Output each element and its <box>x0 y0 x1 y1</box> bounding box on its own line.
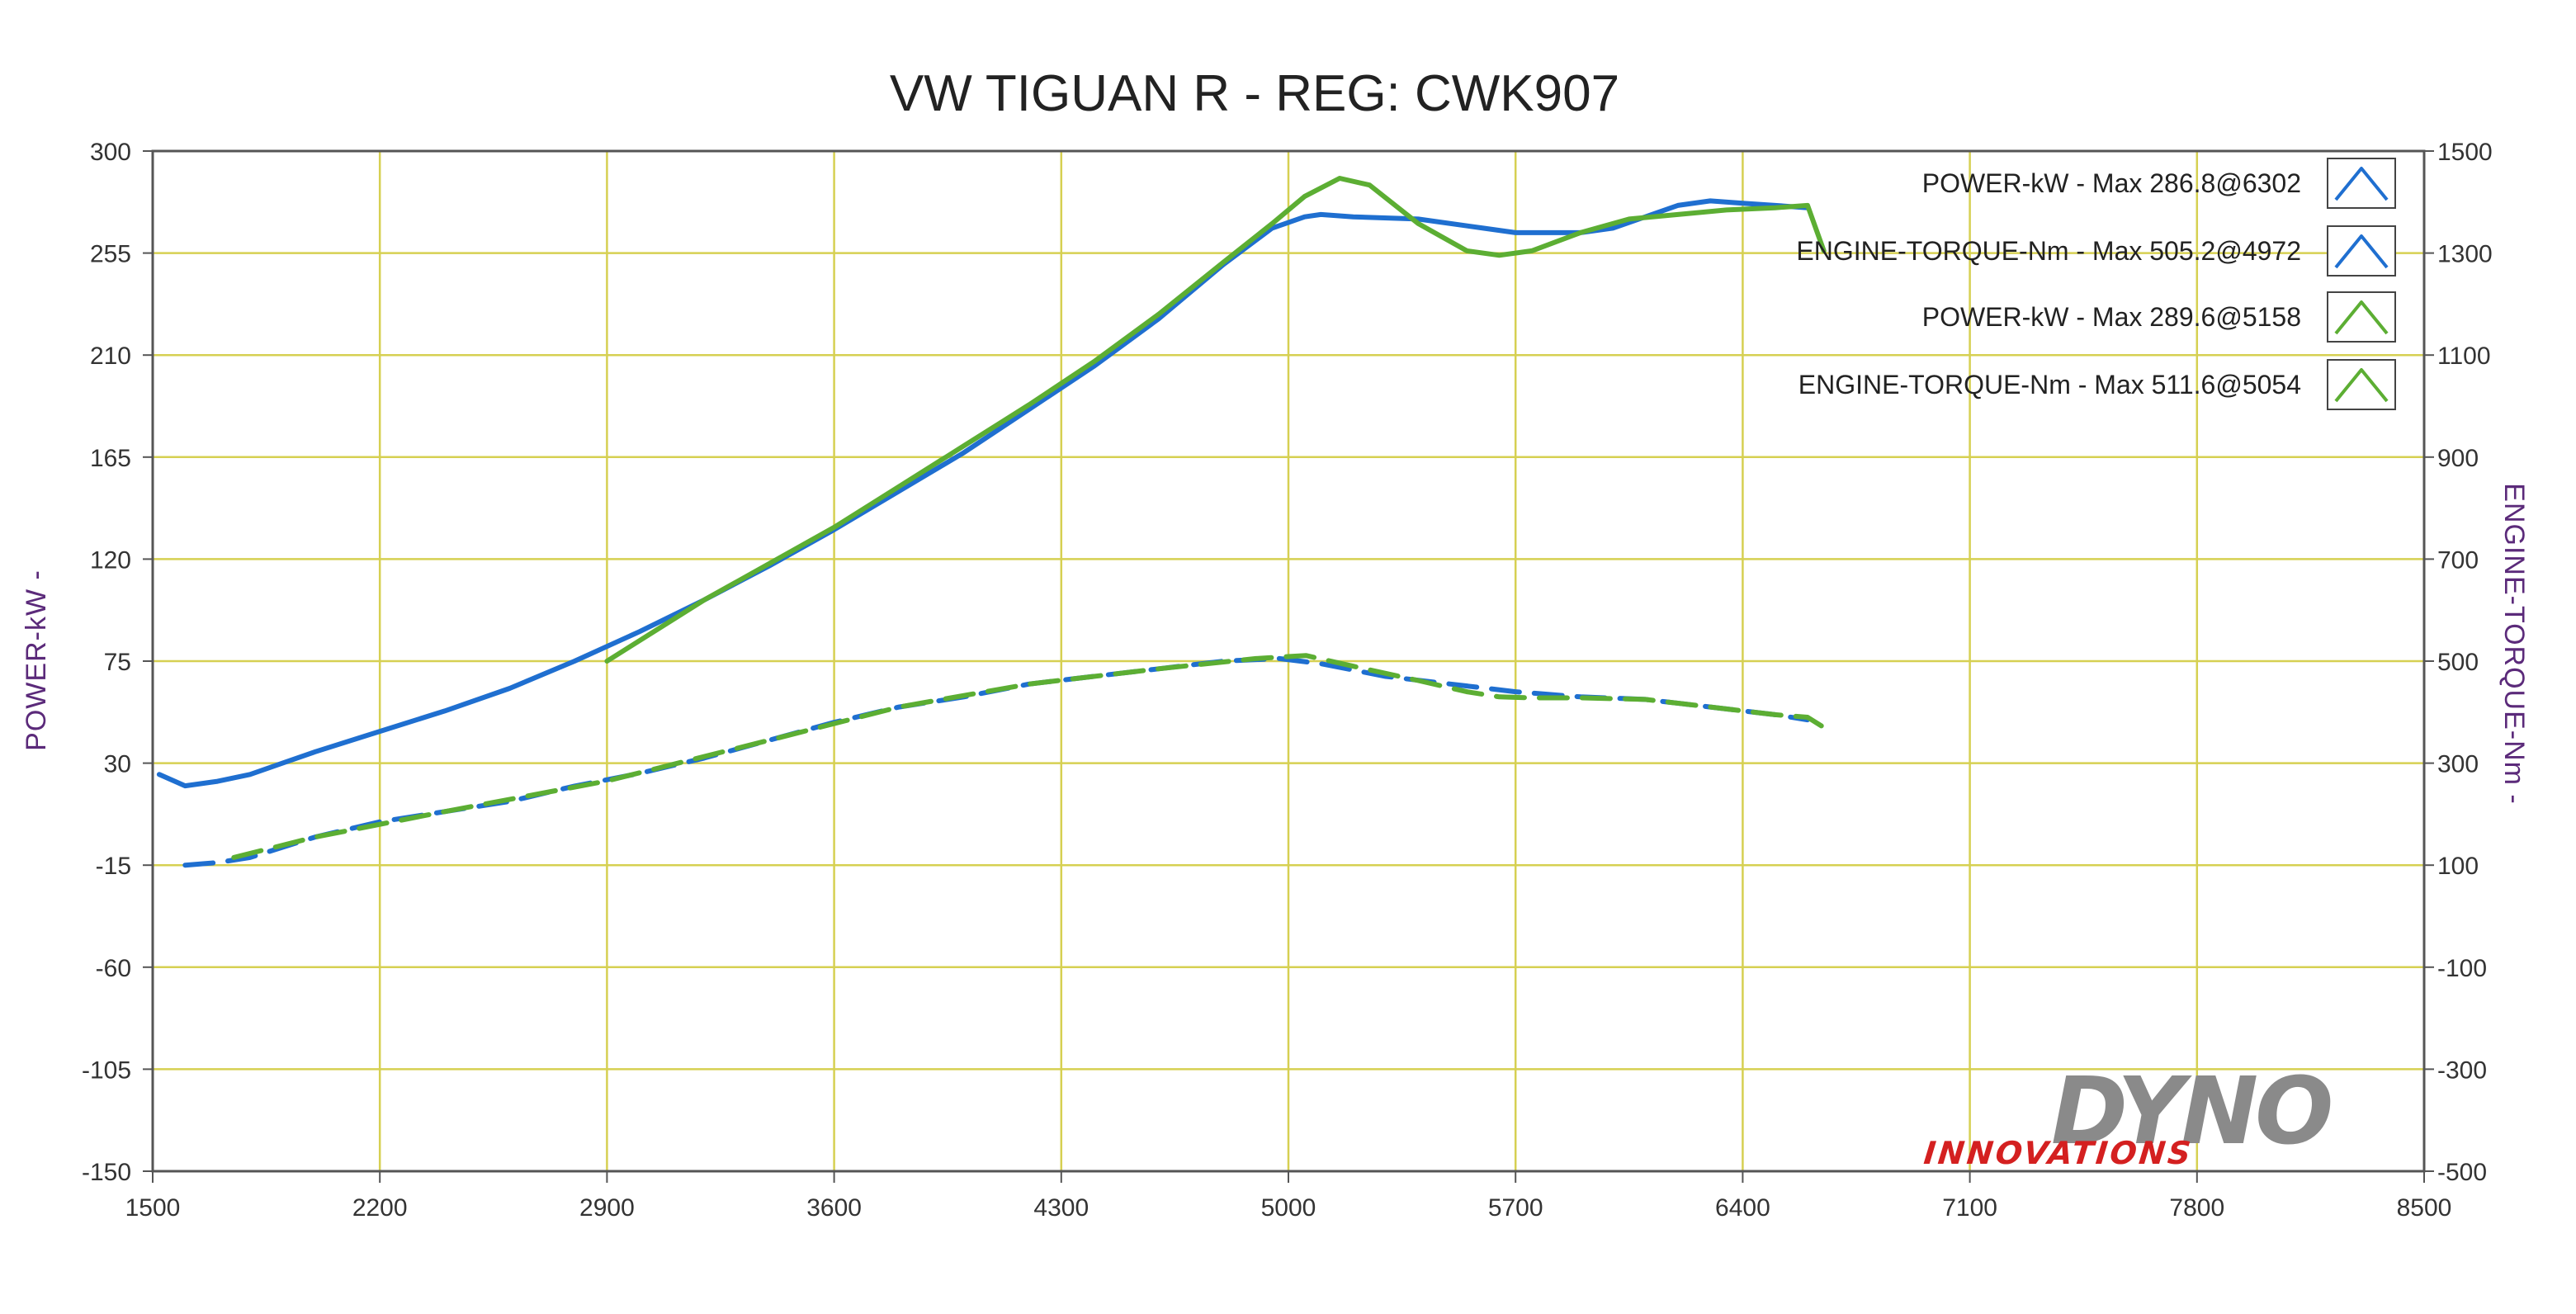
logo-main-text: DYNO <box>2051 1058 2331 1165</box>
legend-label-3: ENGINE-TORQUE-Nm - Max 511.6@5054 <box>1798 370 2301 399</box>
y-tick-label-7: -15 <box>96 853 131 880</box>
y-tick-label-3: 165 <box>90 445 131 472</box>
x-axis-ticks: 1500 2200 2900 3600 4300 5000 5700 6400 7100 7800… <box>125 1171 2452 1222</box>
x-tick-label-3: 3600 <box>806 1194 862 1222</box>
legend-swatch-box-3[interactable] <box>2327 359 2396 410</box>
x-tick-label-9: 7800 <box>2169 1194 2224 1222</box>
legend-swatch-line-0 <box>2334 167 2389 201</box>
y2-tick-label-3: 900 <box>2437 445 2479 472</box>
legend-swatch-box-0[interactable] <box>2327 158 2396 209</box>
x-tick-label-6: 5700 <box>1488 1194 1543 1222</box>
x-tick-label-10: 8500 <box>2397 1194 2452 1222</box>
y-tick-label-4: 120 <box>90 546 131 574</box>
x-tick-label-0: 1500 <box>125 1194 181 1222</box>
y2-axis-title: ENGINE-TORQUE-Nm - <box>2498 483 2530 804</box>
y-tick-label-10: -150 <box>82 1159 131 1186</box>
legend-label-2: POWER-kW - Max 289.6@5158 <box>1922 302 2301 332</box>
legend-swatch-line-2 <box>2334 300 2389 335</box>
series-line-3 <box>231 653 1827 860</box>
y2-tick-label-10: -500 <box>2437 1159 2487 1186</box>
series-line-2 <box>604 176 1827 664</box>
series-line-0 <box>156 198 1810 789</box>
x-tick-label-2: 2900 <box>579 1194 635 1222</box>
legend-swatch-line-1 <box>2334 234 2389 269</box>
y-tick-label-5: 75 <box>104 649 131 676</box>
y2-tick-label-9: -300 <box>2437 1056 2487 1084</box>
y2-tick-label-1: 1300 <box>2437 241 2493 268</box>
x-tick-label-4: 4300 <box>1033 1194 1089 1222</box>
y-tick-label-9: -105 <box>82 1056 131 1084</box>
x-tick-label-8: 7100 <box>1942 1194 1997 1222</box>
legend-swatch-line-3 <box>2334 368 2389 403</box>
y-tick-label-2: 210 <box>90 343 131 370</box>
y2-tick-label-7: 100 <box>2437 853 2479 880</box>
y2-tick-label-8: -100 <box>2437 955 2487 982</box>
logo-sub-text: INNOVATIONS <box>1922 1135 2195 1171</box>
dyno-innovations-logo: DYNO INNOVATIONS <box>1922 1058 2334 1171</box>
legend-label-0: POWER-kW - Max 286.8@6302 <box>1922 168 2301 198</box>
x-tick-label-5: 5000 <box>1261 1194 1316 1222</box>
legend[interactable]: POWER-kW - Max 286.8@6302 ENGINE-TORQUE-N… <box>1796 158 2396 410</box>
y2-tick-label-4: 700 <box>2437 546 2479 574</box>
y-tick-label-6: 30 <box>104 751 131 778</box>
y-tick-label-1: 255 <box>90 241 131 268</box>
y2-tick-label-6: 300 <box>2437 751 2479 778</box>
legend-swatch-box-2[interactable] <box>2327 291 2396 343</box>
y2-axis-ticks: 1500 1300 1100 900 700 500 300 100 -100 -300 -500 <box>2424 139 2493 1186</box>
series-lines <box>156 176 1827 868</box>
y-axis-ticks: 300 255 210 165 120 75 30 -15 -60 -105 -150 <box>82 139 153 1186</box>
x-tick-label-1: 2200 <box>352 1194 408 1222</box>
x-tick-label-7: 6400 <box>1715 1194 1770 1222</box>
y2-tick-label-5: 500 <box>2437 649 2479 676</box>
legend-label-1: ENGINE-TORQUE-Nm - Max 505.2@4972 <box>1796 236 2301 266</box>
y-axis-title: POWER-kW - <box>21 570 52 751</box>
y2-tick-label-2: 1100 <box>2437 343 2491 370</box>
legend-swatch-box-1[interactable] <box>2327 225 2396 277</box>
y2-tick-label-0: 1500 <box>2437 139 2493 166</box>
y-tick-label-8: -60 <box>96 955 131 982</box>
chart-title: VW TIGUAN R - REG: CWK907 <box>890 65 1619 122</box>
y-tick-label-0: 300 <box>90 139 131 166</box>
